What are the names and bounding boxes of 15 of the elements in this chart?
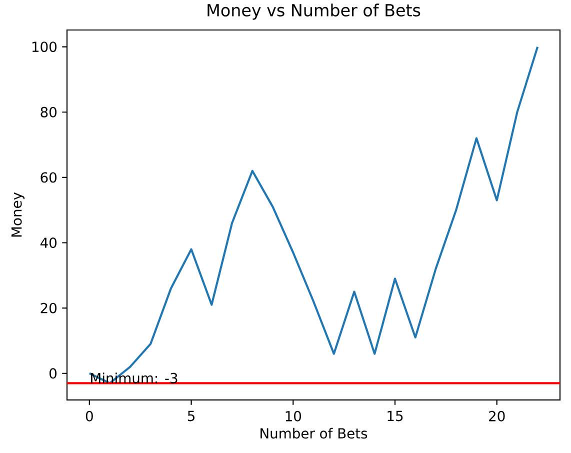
x-tick-label: 0 xyxy=(86,410,93,422)
line-series xyxy=(88,46,539,384)
y-tick-label: 40 xyxy=(40,238,57,248)
y-tick-label: 80 xyxy=(40,106,57,118)
x-tick-label: 10 xyxy=(286,410,302,422)
y-axis-title: Money xyxy=(11,192,24,237)
x-tick-label: 20 xyxy=(489,410,505,422)
x-tick-label: 5 xyxy=(188,410,194,422)
y-tick-label: 20 xyxy=(40,302,57,314)
y-tick-label: 0 xyxy=(50,368,57,379)
x-axis-title: Number of Bets xyxy=(260,428,368,439)
y-tick-label: 60 xyxy=(40,172,57,183)
chart-title: Money vs Number of Bets xyxy=(208,4,420,20)
y-tick-label: 100 xyxy=(32,42,57,52)
x-tick-label: 15 xyxy=(388,410,403,422)
